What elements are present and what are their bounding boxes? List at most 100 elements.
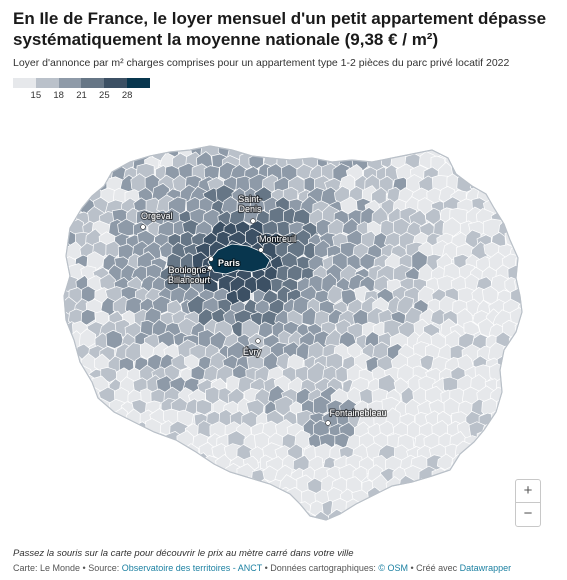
commune-shape[interactable] (144, 486, 164, 508)
commune-shape[interactable] (513, 432, 531, 453)
commune-shape[interactable] (177, 498, 194, 517)
commune-shape[interactable] (42, 156, 57, 172)
commune-shape[interactable] (113, 453, 131, 473)
commune-shape[interactable] (104, 511, 121, 530)
commune-shape[interactable] (223, 513, 242, 532)
commune-shape[interactable] (40, 468, 57, 486)
commune-shape[interactable] (507, 176, 527, 194)
commune-shape[interactable] (113, 477, 129, 495)
commune-shape[interactable] (236, 511, 254, 529)
commune-shape[interactable] (425, 499, 444, 518)
commune-shape[interactable] (432, 487, 451, 508)
commune-shape[interactable] (418, 484, 438, 509)
commune-shape[interactable] (510, 443, 526, 463)
commune-shape[interactable] (464, 458, 481, 475)
commune-shape[interactable] (188, 478, 207, 499)
commune-shape[interactable] (144, 510, 162, 531)
commune-shape[interactable] (47, 255, 66, 273)
commune-shape[interactable] (418, 508, 438, 527)
commune-shape[interactable] (429, 510, 446, 527)
commune-shape[interactable] (225, 134, 241, 152)
commune-shape[interactable] (379, 130, 396, 150)
commune-shape[interactable] (100, 411, 119, 429)
commune-shape[interactable] (509, 196, 526, 215)
commune-shape[interactable] (50, 272, 66, 295)
commune-shape[interactable] (209, 510, 229, 532)
commune-shape[interactable] (152, 499, 172, 519)
commune-shape[interactable] (41, 310, 61, 330)
commune-shape[interactable] (66, 464, 84, 485)
commune-shape[interactable] (491, 457, 507, 474)
commune-shape[interactable] (500, 408, 519, 430)
commune-shape[interactable] (40, 175, 59, 197)
commune-shape[interactable] (41, 331, 56, 349)
commune-shape[interactable] (57, 130, 72, 150)
commune-shape[interactable] (107, 131, 124, 147)
commune-shape[interactable] (48, 407, 66, 429)
commune-shape[interactable] (326, 129, 343, 149)
commune-shape[interactable] (167, 455, 183, 472)
commune-shape[interactable] (113, 141, 132, 161)
commune-shape[interactable] (131, 465, 148, 485)
commune-shape[interactable] (42, 353, 57, 373)
commune-shape[interactable] (48, 454, 65, 477)
commune-shape[interactable] (78, 151, 98, 171)
commune-shape[interactable] (215, 476, 232, 496)
commune-shape[interactable] (109, 489, 125, 508)
commune-shape[interactable] (194, 486, 215, 505)
choropleth-map[interactable]: Orgeval Saint-Denis Montreuil Paris Boulogne… (0, 100, 567, 535)
commune-shape[interactable] (41, 399, 58, 419)
commune-shape[interactable] (217, 500, 235, 521)
commune-shape[interactable] (274, 395, 294, 416)
commune-shape[interactable] (282, 502, 300, 520)
commune-shape[interactable] (106, 441, 125, 465)
commune-shape[interactable] (339, 512, 356, 530)
commune-shape[interactable] (89, 455, 107, 473)
commune-shape[interactable] (458, 486, 476, 507)
commune-shape[interactable] (514, 411, 532, 429)
commune-shape[interactable] (371, 502, 387, 519)
commune-shapes[interactable] (40, 128, 536, 533)
commune-shape[interactable] (476, 429, 494, 452)
commune-shape[interactable] (173, 445, 191, 466)
commune-shape[interactable] (52, 373, 71, 395)
commune-shape[interactable] (91, 153, 110, 172)
commune-shape[interactable] (470, 131, 487, 150)
commune-shape[interactable] (48, 162, 68, 182)
commune-shape[interactable] (445, 508, 463, 529)
commune-shape[interactable] (101, 142, 119, 161)
commune-shape[interactable] (49, 432, 66, 452)
commune-shape[interactable] (279, 139, 300, 158)
commune-shape[interactable] (42, 263, 58, 282)
commune-shape[interactable] (50, 210, 66, 228)
commune-shape[interactable] (107, 422, 124, 440)
commune-shape[interactable] (44, 199, 58, 216)
commune-shape[interactable] (196, 130, 212, 147)
commune-shape[interactable] (42, 513, 57, 529)
commune-shape[interactable] (473, 467, 489, 486)
commune-shape[interactable] (79, 398, 96, 417)
commune-shape[interactable] (496, 177, 511, 194)
commune-shape[interactable] (255, 498, 273, 520)
commune-shape[interactable] (489, 432, 507, 452)
map-svg[interactable]: Orgeval Saint-Denis Montreuil Paris Boulogne… (0, 100, 567, 535)
commune-shape[interactable] (191, 499, 208, 519)
commune-shape[interactable] (41, 379, 57, 396)
commune-shape[interactable] (49, 229, 67, 248)
commune-shape[interactable] (461, 164, 481, 182)
commune-shape[interactable] (267, 499, 286, 517)
commune-shape[interactable] (428, 129, 450, 149)
commune-shape[interactable] (236, 132, 252, 149)
commune-shape[interactable] (198, 465, 217, 483)
commune-shape[interactable] (266, 138, 285, 159)
commune-shape[interactable] (178, 455, 199, 476)
commune-shape[interactable] (61, 145, 77, 162)
commune-shape[interactable] (500, 166, 520, 183)
commune-shape[interactable] (85, 477, 103, 496)
commune-shape[interactable] (131, 445, 150, 463)
commune-shape[interactable] (229, 478, 248, 496)
commune-shape[interactable] (56, 332, 72, 349)
commune-shape[interactable] (54, 152, 72, 174)
commune-shape[interactable] (41, 420, 59, 438)
commune-shape[interactable] (406, 488, 424, 508)
